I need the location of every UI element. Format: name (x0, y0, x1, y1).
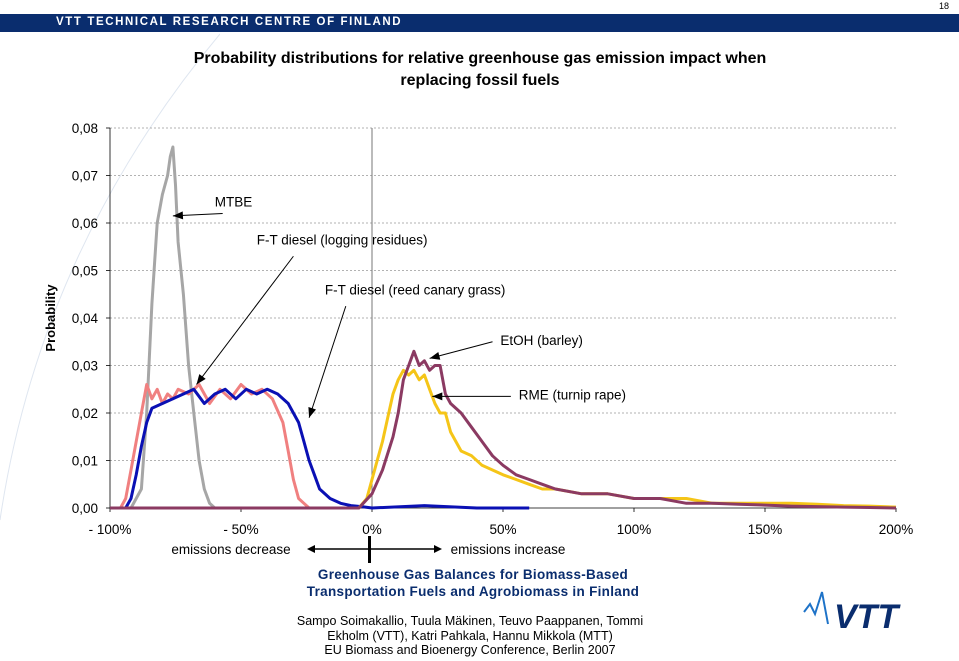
y-tick-label: 0,07 (72, 169, 98, 184)
x-tick-label: - 100% (89, 522, 132, 537)
conference-title-line1: Greenhouse Gas Balances for Biomass-Base… (317, 567, 629, 582)
y-tick-label: 0,03 (72, 359, 98, 374)
x-tick-label: 0% (362, 522, 382, 537)
annotation-leader (429, 341, 493, 359)
header-org-name: VTT TECHNICAL RESEARCH CENTRE OF FINLAND (56, 16, 403, 28)
annotation-arrowhead (432, 392, 443, 401)
y-tick-label: 0,05 (72, 264, 98, 279)
x-tick-label: 200% (879, 522, 914, 537)
authors-line2: Ekholm (VTT), Katri Pahkala, Hannu Mikko… (327, 628, 613, 643)
conference-title-line2: Transportation Fuels and Agrobiomass in … (306, 584, 640, 599)
x-tick-label: 100% (617, 522, 652, 537)
series-annotation: F-T diesel (reed canary grass) (325, 282, 506, 297)
annotation-arrowhead (196, 374, 206, 385)
vtt-logo: VTT (803, 591, 901, 635)
direction-arrows (307, 536, 442, 563)
annotation-leader (196, 255, 294, 385)
grid (110, 127, 896, 461)
series-line-etoh-barley (110, 349, 897, 510)
chart-title-line1: Probability distributions for relative g… (193, 50, 767, 67)
y-tick-label: 0,08 (72, 121, 98, 136)
y-tick-label: 0,02 (72, 406, 98, 421)
annotation-arrowhead (429, 352, 441, 360)
decorative-corner-curve (0, 33, 220, 521)
y-axis-label: Probability (43, 284, 58, 352)
series-line-f-t-diesel-reed-canary-grass (110, 387, 530, 510)
series-line-f-t-diesel-logging-residues (110, 383, 346, 510)
series-annotation: F-T diesel (logging residues) (257, 232, 428, 247)
emissions-increase-label: emissions increase (451, 542, 566, 557)
series-annotation: MTBE (215, 194, 253, 209)
axes: 0,00 0,01 0,02 0,03 0,04 0,05 0,06 0,07 0,08 - 10… (72, 121, 914, 537)
chart: 0,00 0,01 0,02 0,03 0,04 0,05 0,06 0,07 0,08 - 10… (43, 121, 914, 563)
annotation-leader (308, 305, 347, 418)
chart-title-line2: replacing fossil fuels (400, 72, 560, 89)
series-annotation: RME (turnip rape) (519, 388, 626, 403)
series-annotation: EtOH (barley) (500, 333, 583, 348)
authors-line1: Sampo Soimakallio, Tuula Mäkinen, Teuvo … (296, 614, 644, 628)
vtt-logo-text: VTT (834, 598, 901, 635)
y-tick-label: 0,01 (72, 454, 98, 469)
x-tick-label: 50% (489, 522, 516, 537)
authors-line3: EU Biomass and Bioenergy Conference, Ber… (324, 643, 616, 657)
page-number: 18 (938, 1, 949, 11)
y-tick-label: 0,00 (72, 501, 98, 516)
series-lines (110, 145, 897, 510)
chart-title: Probability distributions for relative g… (130, 48, 830, 92)
y-tick-label: 0,06 (72, 216, 98, 231)
emissions-decrease-label: emissions decrease (171, 542, 290, 557)
annotation-arrowhead (308, 407, 316, 418)
annotation-labels: MTBE F-T diesel (logging residues) F-T die… (172, 194, 626, 418)
header-bar (0, 14, 959, 32)
authors-block: Sampo Soimakallio, Tuula Mäkinen, Teuvo … (245, 614, 695, 658)
y-tick-label: 0,04 (72, 311, 99, 326)
conference-title: Greenhouse Gas Balances for Biomass-Base… (258, 566, 688, 600)
x-tick-label: - 50% (223, 522, 258, 537)
x-tick-label: 150% (748, 522, 783, 537)
annotation-arrowhead (172, 211, 184, 220)
